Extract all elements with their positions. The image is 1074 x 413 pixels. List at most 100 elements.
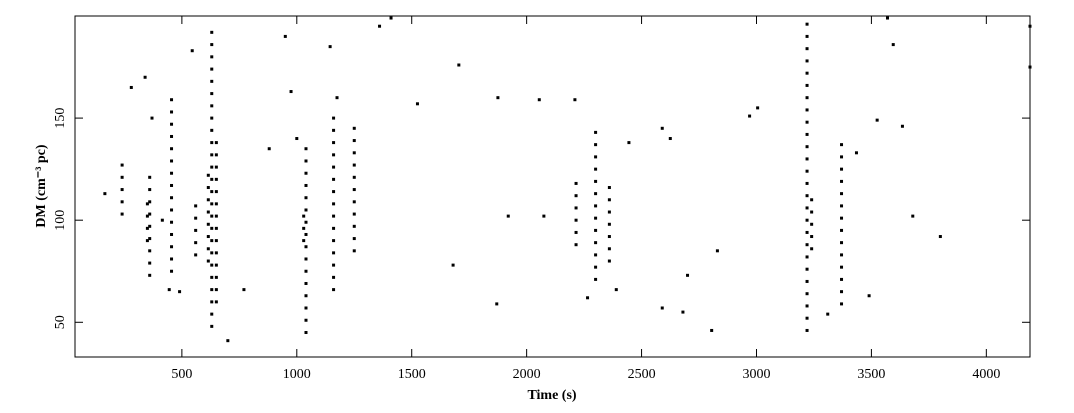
point bbox=[304, 306, 308, 310]
point bbox=[352, 139, 356, 143]
point bbox=[748, 114, 752, 118]
point bbox=[194, 204, 198, 208]
point bbox=[145, 202, 149, 206]
point bbox=[352, 126, 356, 130]
point bbox=[160, 218, 164, 222]
point bbox=[170, 110, 174, 114]
point bbox=[148, 273, 152, 277]
point bbox=[170, 159, 174, 163]
point bbox=[496, 96, 500, 100]
point bbox=[594, 179, 598, 183]
point bbox=[594, 143, 598, 147]
x-tick-label: 2500 bbox=[628, 367, 656, 382]
point bbox=[210, 202, 214, 206]
point bbox=[537, 98, 541, 102]
point bbox=[170, 196, 174, 200]
point bbox=[574, 181, 578, 185]
point bbox=[332, 214, 336, 218]
point bbox=[214, 153, 218, 157]
point bbox=[206, 259, 210, 263]
point bbox=[660, 126, 664, 130]
point bbox=[627, 141, 631, 145]
point bbox=[805, 59, 809, 63]
point bbox=[210, 128, 214, 132]
x-tick-label: 1500 bbox=[398, 367, 426, 382]
point bbox=[805, 206, 809, 210]
point bbox=[214, 226, 218, 230]
point bbox=[332, 177, 336, 181]
point bbox=[304, 245, 308, 249]
x-tick-label: 3000 bbox=[742, 367, 770, 382]
y-tick-label: 50 bbox=[53, 315, 68, 329]
point bbox=[332, 226, 336, 230]
point bbox=[574, 194, 578, 198]
point bbox=[210, 190, 214, 194]
point bbox=[214, 177, 218, 181]
point bbox=[854, 151, 858, 155]
point bbox=[911, 214, 915, 218]
point bbox=[805, 243, 809, 247]
point bbox=[304, 183, 308, 187]
point bbox=[335, 96, 339, 100]
point bbox=[352, 175, 356, 179]
point bbox=[304, 330, 308, 334]
x-tick-label: 3500 bbox=[857, 367, 885, 382]
point bbox=[145, 226, 149, 230]
point bbox=[120, 175, 124, 179]
point bbox=[805, 267, 809, 271]
point bbox=[352, 163, 356, 167]
point bbox=[148, 237, 152, 241]
point bbox=[840, 204, 844, 208]
point bbox=[167, 288, 171, 292]
point bbox=[352, 224, 356, 228]
point bbox=[607, 186, 611, 190]
point bbox=[214, 214, 218, 218]
point bbox=[810, 235, 814, 239]
point bbox=[805, 194, 809, 198]
point bbox=[840, 192, 844, 196]
point bbox=[210, 251, 214, 255]
point bbox=[332, 251, 336, 255]
point bbox=[378, 24, 382, 28]
point bbox=[805, 120, 809, 124]
point bbox=[170, 122, 174, 126]
point bbox=[170, 257, 174, 261]
point bbox=[120, 200, 124, 204]
point bbox=[170, 171, 174, 175]
point bbox=[389, 16, 393, 20]
point bbox=[885, 16, 889, 20]
point bbox=[805, 71, 809, 75]
point bbox=[143, 75, 147, 79]
point bbox=[178, 290, 182, 294]
point bbox=[210, 30, 214, 34]
point bbox=[190, 49, 194, 53]
point bbox=[810, 210, 814, 214]
point bbox=[607, 222, 611, 226]
point bbox=[332, 263, 336, 267]
point bbox=[148, 200, 152, 204]
point bbox=[840, 167, 844, 171]
point bbox=[304, 171, 308, 175]
x-axis-label: Time (s) bbox=[527, 388, 576, 403]
point bbox=[840, 228, 844, 232]
point bbox=[148, 175, 152, 179]
point bbox=[840, 277, 844, 281]
point bbox=[668, 137, 672, 141]
point bbox=[715, 249, 719, 253]
point bbox=[170, 245, 174, 249]
point bbox=[614, 288, 618, 292]
point bbox=[332, 288, 336, 292]
point bbox=[145, 239, 149, 243]
point bbox=[805, 157, 809, 161]
point bbox=[805, 316, 809, 320]
point bbox=[840, 143, 844, 147]
point bbox=[805, 279, 809, 283]
x-tick-label: 500 bbox=[171, 367, 192, 382]
point bbox=[805, 145, 809, 149]
point bbox=[210, 288, 214, 292]
point bbox=[170, 183, 174, 187]
point bbox=[840, 265, 844, 269]
point bbox=[242, 288, 246, 292]
point bbox=[210, 55, 214, 59]
